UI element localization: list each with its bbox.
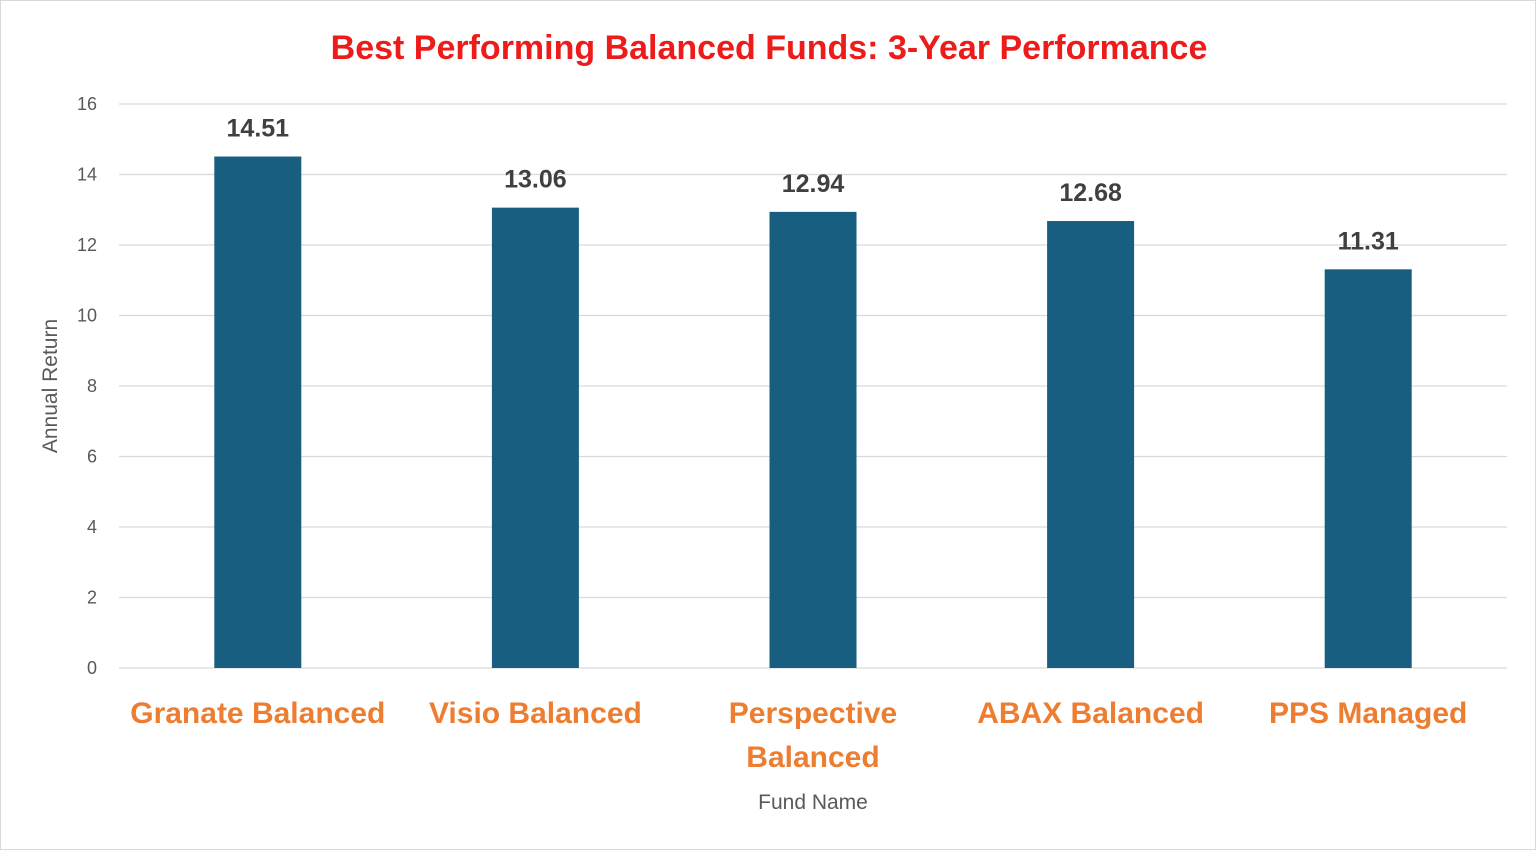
data-labels: 14.51 13.06 12.94 12.68 11.31 — [227, 115, 1399, 256]
y-tick-label: 0 — [87, 658, 97, 678]
bar — [769, 211, 857, 669]
y-tick-label: 14 — [77, 165, 97, 185]
data-label: 12.94 — [782, 170, 845, 198]
data-label: 13.06 — [504, 166, 567, 194]
y-tick-label: 10 — [77, 306, 97, 326]
x-category-label: Visio Balanced — [429, 697, 642, 730]
y-tick-label: 12 — [77, 235, 97, 255]
y-axis-ticks: 0 2 4 6 8 10 12 14 16 — [77, 94, 97, 678]
x-axis-categories: Granate Balanced Visio Balanced Perspectiv… — [130, 697, 1467, 774]
data-label: 14.51 — [227, 115, 290, 143]
bar — [1047, 221, 1135, 668]
x-category-label: ABAX Balanced — [977, 697, 1204, 730]
y-tick-label: 6 — [87, 447, 97, 467]
y-tick-label: 2 — [87, 588, 97, 608]
x-category-label: PPS Managed — [1269, 697, 1467, 730]
bars — [214, 156, 1412, 669]
chart-title: Best Performing Balanced Funds: 3-Year P… — [331, 29, 1208, 67]
y-axis-title: Annual Return — [39, 319, 62, 453]
data-label: 12.68 — [1059, 179, 1122, 207]
bar — [491, 207, 579, 668]
y-tick-label: 4 — [87, 517, 97, 537]
x-category-label: Granate Balanced — [130, 697, 385, 730]
data-label: 11.31 — [1338, 227, 1399, 255]
y-tick-label: 8 — [87, 376, 97, 396]
x-axis-title: Fund Name — [758, 791, 868, 814]
bar — [214, 156, 302, 668]
x-category-label: Perspective Balanced — [729, 697, 897, 774]
y-tick-label: 16 — [77, 94, 97, 114]
bar — [1324, 269, 1412, 668]
